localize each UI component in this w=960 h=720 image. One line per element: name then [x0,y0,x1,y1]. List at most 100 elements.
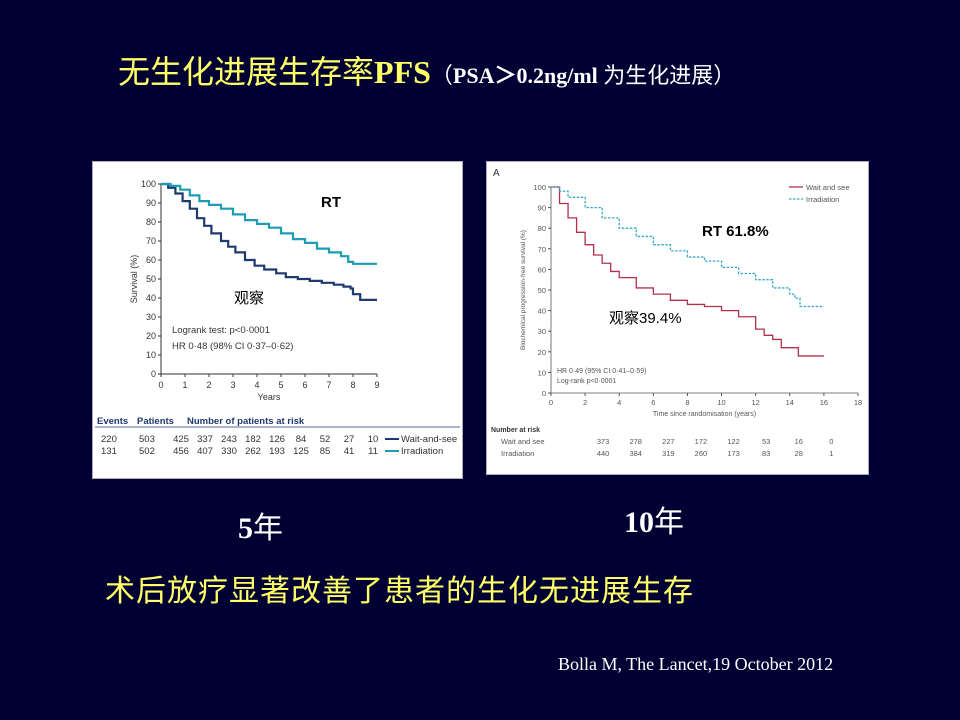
x-tick-label: 0 [158,380,163,390]
title-subtitle: （PSA＞0.2ng/ml 为生化进展） [430,63,736,89]
y-tick-label: 40 [146,293,156,303]
y-tick-label: 80 [538,224,546,233]
y-tick-label: 0 [151,369,156,379]
y-tick-label: 10 [146,350,156,360]
label-5yr: 5年 [238,503,283,547]
risk-count: 227 [662,437,675,446]
x-tick-label: 18 [854,398,862,407]
risk-count: 84 [296,434,307,445]
y-tick-label: 0 [542,389,546,398]
slide-title: 无生化进展生存率PFS（PSA＞0.2ng/ml 为生化进展） [118,52,838,97]
annotation-observe: 观察 [234,289,264,307]
label-10yr-unit: 年 [654,505,684,540]
risk-count: 126 [269,434,285,445]
y-tick-label: 30 [146,312,156,322]
y-tick-label: 20 [538,348,546,357]
x-tick-label: 14 [786,398,794,407]
risk-legend-label: Wait-and-see [401,434,457,445]
risk-row-label: Wait and see [501,437,545,446]
risk-row-label: Irradiation [501,449,534,458]
series-line-wait-and-see [551,186,824,357]
risk-count: 52 [320,434,331,445]
conclusion-text: 术后放疗显著改善了患者的生化无进展生存 [105,574,694,609]
y-axis-label: Survival (%) [129,255,139,304]
panel-letter: A [493,168,500,179]
annotation-rt: RT 61.8% [702,223,769,240]
risk-count: 262 [245,446,261,457]
x-tick-label: 2 [206,380,211,390]
risk-count: 384 [629,449,642,458]
risk-header-number: Number of patients at risk [187,416,305,427]
risk-count: 319 [662,449,675,458]
x-tick-label: 8 [350,380,355,390]
title-paren-close: ） [713,64,736,89]
y-tick-label: 10 [538,368,546,377]
label-5yr-unit: 年 [253,511,283,546]
x-tick-label: 2 [583,398,587,407]
chart-10yr-panel: A 0 10 20 30 40 50 60 70 80 90 100 0 2 4 6 8 10 12 14 16 18 Ti… [486,161,869,475]
risk-count: 83 [762,449,770,458]
x-tick-label: 0 [549,398,553,407]
logrank-text: Logrank test: p<0·0001 [172,325,270,336]
title-psa: PSA＞0.2ng/ml [452,63,604,88]
x-tick-label: 10 [717,398,725,407]
risk-count: 122 [727,437,740,446]
label-5yr-num: 5 [238,512,253,545]
risk-count: 440 [597,449,610,458]
logrank-text: Log-rank p<0·0001 [557,378,616,385]
risk-count: 243 [221,434,237,445]
series-line-wait-and-see [161,182,377,301]
risk-count: 337 [197,434,213,445]
citation: Bolla M, The Lancet,19 October 2012 [558,654,834,674]
y-tick-label: 100 [141,179,156,189]
annotation-rt: RT [321,194,341,211]
x-tick-label: 16 [820,398,828,407]
y-tick-label: 90 [538,204,546,213]
risk-patients: 503 [139,434,155,445]
risk-header: Number at risk [491,427,540,434]
risk-count: 373 [597,437,610,446]
y-tick-label: 30 [538,327,546,336]
title-paren-cjk: 为生化进展 [603,64,714,89]
title-pfs: PFS [374,54,431,90]
title-paren-open: （ [430,64,453,89]
y-tick-label: 50 [538,286,546,295]
chart-5yr-panel: 0 10 20 30 40 50 60 70 80 90 100 0 1 2 3 4 5 6 7 8 9 Years Sur… [92,161,463,479]
risk-count: 172 [695,437,708,446]
x-axis-label: Time since randomisation (years) [653,411,756,418]
series-line-irradiation [161,182,377,265]
risk-patients: 502 [139,446,155,457]
x-tick-label: 9 [374,380,379,390]
risk-header-patients: Patients [137,416,174,427]
risk-count: 16 [795,437,803,446]
y-tick-label: 60 [538,265,546,274]
y-tick-label: 70 [146,236,156,246]
x-tick-label: 12 [751,398,759,407]
x-tick-label: 8 [685,398,689,407]
y-tick-label: 80 [146,217,156,227]
risk-count: 10 [368,434,379,445]
risk-count: 407 [197,446,213,457]
risk-count: 425 [173,434,189,445]
risk-count: 28 [795,449,803,458]
risk-count: 173 [727,449,740,458]
y-tick-label: 40 [538,307,546,316]
x-tick-label: 4 [617,398,621,407]
x-tick-label: 1 [182,380,187,390]
x-tick-label: 6 [651,398,655,407]
y-tick-label: 100 [533,183,546,192]
title-main: 无生化进展生存率 [118,53,375,91]
x-tick-label: 3 [230,380,235,390]
x-tick-label: 7 [326,380,331,390]
y-tick-label: 50 [146,274,156,284]
y-tick-label: 90 [146,198,156,208]
risk-legend-label: Irradiation [401,446,443,457]
x-tick-label: 5 [278,380,283,390]
x-tick-label: 6 [302,380,307,390]
hr-text: HR 0·49 (95% CI 0·41–0·59) [557,368,647,375]
risk-count: 0 [829,437,833,446]
label-10yr: 10年 [624,497,684,541]
risk-count: 125 [293,446,309,457]
